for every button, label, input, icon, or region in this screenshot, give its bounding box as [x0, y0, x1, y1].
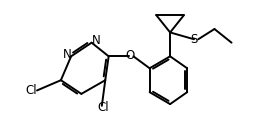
Text: N: N — [63, 48, 72, 61]
Text: Cl: Cl — [98, 101, 109, 114]
Text: Cl: Cl — [25, 84, 37, 97]
Text: O: O — [125, 49, 135, 62]
Text: S: S — [190, 33, 198, 46]
Text: N: N — [92, 34, 101, 47]
